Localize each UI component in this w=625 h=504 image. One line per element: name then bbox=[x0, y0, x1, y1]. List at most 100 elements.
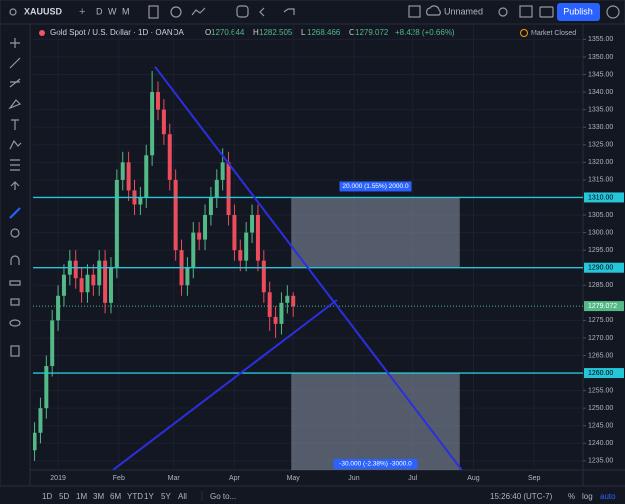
clock: 15:26:40 (UTC-7) bbox=[490, 492, 553, 501]
candle-body bbox=[173, 179, 178, 251]
remove-tool[interactable] bbox=[10, 345, 20, 357]
candle-body bbox=[285, 295, 290, 303]
trendline-tool[interactable] bbox=[9, 57, 21, 69]
layout-icon[interactable] bbox=[408, 5, 421, 18]
brush-tool[interactable] bbox=[8, 99, 22, 110]
x-tick-label: Jul bbox=[408, 475, 417, 482]
prediction-tool[interactable] bbox=[10, 159, 20, 171]
market-status: Market Closed bbox=[531, 30, 576, 37]
y-tick-label: 1345.00 bbox=[588, 71, 613, 78]
chart-type-icon[interactable] bbox=[148, 5, 159, 19]
lock-tool[interactable] bbox=[10, 298, 20, 306]
y-tick-label: 1335.00 bbox=[588, 106, 613, 113]
candle-body bbox=[73, 260, 78, 279]
add-symbol[interactable]: + bbox=[79, 6, 85, 18]
magnet-tool[interactable] bbox=[10, 255, 20, 265]
panel-toggle[interactable] bbox=[606, 5, 620, 19]
interval[interactable]: D bbox=[96, 6, 103, 16]
candle-body bbox=[197, 232, 202, 240]
range-button[interactable]: 5Y bbox=[161, 492, 171, 501]
candle-body bbox=[44, 366, 49, 409]
auto-toggle[interactable]: auto bbox=[600, 492, 616, 501]
last-price-label: 1279.072 bbox=[588, 303, 617, 310]
search-icon[interactable] bbox=[9, 8, 17, 16]
fullscreen-icon[interactable] bbox=[519, 5, 533, 18]
symbol[interactable]: XAUUSD bbox=[24, 6, 63, 16]
zoom-tool[interactable] bbox=[10, 228, 20, 238]
snapshot-icon[interactable] bbox=[539, 6, 554, 18]
y-tick-label: 1265.00 bbox=[588, 352, 613, 359]
replay-icon[interactable] bbox=[259, 7, 265, 17]
text-tool[interactable] bbox=[11, 119, 19, 130]
indicators-icon[interactable] bbox=[170, 6, 182, 18]
log-toggle[interactable]: log bbox=[582, 492, 593, 501]
y-tick-label: 1250.00 bbox=[588, 405, 613, 412]
range-button[interactable]: YTD bbox=[127, 492, 143, 501]
interval[interactable]: M bbox=[122, 6, 130, 16]
candle-body bbox=[214, 179, 219, 198]
candle-body bbox=[267, 292, 272, 317]
candle-body bbox=[144, 155, 149, 198]
stop-label-bg bbox=[333, 459, 418, 469]
settings-icon[interactable] bbox=[498, 7, 508, 17]
range-button[interactable]: All bbox=[178, 492, 187, 501]
range-button[interactable]: 1M bbox=[76, 492, 87, 501]
candle-body bbox=[138, 197, 143, 205]
candle-body bbox=[91, 274, 96, 286]
candle-body bbox=[120, 162, 125, 180]
candle-body bbox=[220, 162, 225, 180]
ohlc-value: 1270.644 bbox=[211, 28, 245, 37]
candle-body bbox=[208, 197, 213, 216]
y-tick-label: 1340.00 bbox=[588, 89, 613, 96]
icon-tool[interactable] bbox=[10, 181, 20, 190]
candle-body bbox=[50, 320, 55, 367]
ohlc-label: C bbox=[349, 28, 355, 37]
y-tick-label: 1295.00 bbox=[588, 247, 613, 254]
symbol-description: Gold Spot / U.S. Dollar · 1D · OANDA bbox=[50, 28, 184, 37]
percent-toggle[interactable]: % bbox=[568, 492, 575, 501]
fib-tool[interactable] bbox=[9, 78, 21, 88]
compare-icon[interactable] bbox=[191, 7, 206, 16]
measure-tool[interactable] bbox=[9, 207, 21, 219]
pattern-tool[interactable] bbox=[9, 139, 22, 150]
y-tick-label: 1270.00 bbox=[588, 335, 613, 342]
range-button[interactable]: 6M bbox=[110, 492, 121, 501]
range-button[interactable]: 5D bbox=[59, 492, 69, 501]
range-button[interactable]: 1Y bbox=[144, 492, 154, 501]
alert-icon[interactable] bbox=[236, 5, 249, 18]
x-tick-label: 2019 bbox=[50, 475, 66, 482]
publish-button[interactable] bbox=[557, 3, 600, 21]
range-button[interactable]: 3M bbox=[93, 492, 104, 501]
cloud-icon[interactable] bbox=[426, 5, 441, 16]
ohlc-value: 1268.466 bbox=[307, 28, 341, 37]
plot-area: 20.000 (1.55%) 2000.0 -30.000 (-2.38%) -3… bbox=[33, 25, 583, 470]
candle-body bbox=[108, 267, 113, 303]
ohlc-label: L bbox=[301, 28, 306, 37]
x-tick-label: Sep bbox=[528, 475, 541, 482]
crosshair-tool[interactable] bbox=[10, 38, 20, 48]
goto[interactable]: Go to... bbox=[210, 492, 236, 501]
visibility-tool[interactable] bbox=[9, 319, 21, 327]
candle-body bbox=[261, 260, 266, 293]
candle-body bbox=[156, 92, 161, 110]
candle-body bbox=[250, 215, 255, 233]
price-badge-label: 1260.00 bbox=[588, 370, 613, 377]
candle-body bbox=[56, 295, 61, 321]
y-tick-label: 1240.00 bbox=[588, 440, 613, 447]
target-zone bbox=[291, 197, 460, 268]
stay-drawing-tool[interactable] bbox=[9, 280, 21, 286]
y-tick-label: 1275.00 bbox=[588, 317, 613, 324]
undo-icon[interactable] bbox=[283, 8, 295, 15]
candle-body bbox=[61, 274, 66, 296]
candle-body bbox=[185, 267, 190, 286]
candle-body bbox=[161, 109, 166, 135]
range-button[interactable]: 1D bbox=[42, 492, 52, 501]
layout-name[interactable]: Unnamed bbox=[444, 6, 483, 16]
top-toolbar bbox=[0, 0, 625, 25]
last-price-badge bbox=[584, 301, 624, 312]
left-toolbar bbox=[0, 23, 31, 487]
symbol-badge bbox=[39, 30, 45, 36]
candle-body bbox=[232, 215, 237, 251]
interval[interactable]: W bbox=[108, 6, 117, 16]
